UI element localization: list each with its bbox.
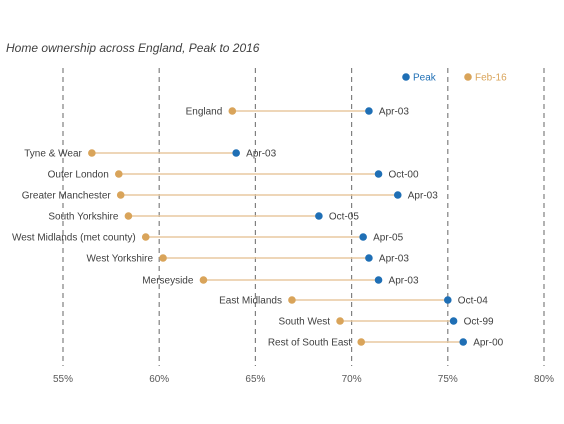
category-label: Greater Manchester	[22, 191, 112, 202]
peak-date-label: Oct-04	[458, 296, 488, 307]
peak-point	[374, 276, 383, 284]
peak-point	[449, 317, 458, 325]
category-label: South West	[279, 317, 331, 328]
peak-date-label: Oct-99	[464, 317, 494, 328]
peak-date-label: Apr-03	[379, 107, 409, 118]
x-tick-label: 60%	[149, 374, 169, 385]
x-tick-label: 55%	[53, 374, 73, 385]
feb16-point	[141, 233, 150, 241]
peak-point	[393, 191, 402, 199]
legend-marker	[464, 73, 472, 81]
gridlines	[62, 68, 545, 366]
peak-date-label: Apr-03	[379, 254, 409, 265]
category-label: Tyne & Wear	[24, 149, 82, 160]
data-rows: England Apr-03 Tyne & Wear Apr-03 Outer Lond…	[12, 107, 504, 349]
peak-point	[232, 149, 240, 157]
legend-label: Feb-16	[475, 73, 507, 84]
peak-date-label: Oct-00	[389, 170, 419, 181]
feb16-point	[336, 317, 344, 325]
feb16-point	[159, 254, 167, 262]
peak-date-label: Apr-03	[389, 276, 419, 287]
peak-date-label: Oct-05	[329, 212, 359, 223]
peak-date-label: Apr-03	[246, 149, 276, 160]
category-label: Merseyside	[142, 276, 194, 287]
feb16-point	[114, 170, 123, 178]
feb16-point	[288, 296, 296, 304]
feb16-point	[116, 191, 125, 199]
x-axis: 55% 60% 65% 70% 75% 80%	[53, 374, 554, 385]
peak-point	[444, 296, 452, 304]
peak-point	[365, 254, 373, 262]
category-label: South Yorkshire	[48, 212, 118, 223]
category-label: East Midlands	[219, 296, 282, 307]
chart-title: Home ownership across England, Peak to 2…	[6, 41, 260, 55]
feb16-point	[357, 338, 366, 346]
peak-point	[459, 338, 467, 346]
peak-point	[374, 170, 383, 178]
legend: Peak Feb-16	[402, 73, 507, 84]
category-label: Outer London	[48, 170, 109, 181]
x-tick-label: 80%	[534, 374, 554, 385]
feb16-point	[88, 149, 96, 157]
feb16-point	[124, 212, 133, 220]
peak-point	[365, 107, 373, 115]
feb16-point	[228, 107, 237, 115]
category-label: England	[186, 107, 223, 118]
legend-label: Peak	[413, 73, 437, 84]
feb16-point	[199, 276, 208, 284]
category-label: Rest of South East	[268, 338, 352, 349]
peak-date-label: Apr-03	[408, 191, 438, 202]
x-tick-label: 75%	[438, 374, 458, 385]
category-label: West Midlands (met county)	[12, 233, 136, 244]
peak-point	[315, 212, 323, 220]
x-tick-label: 65%	[245, 374, 265, 385]
peak-point	[359, 233, 367, 241]
peak-date-label: Apr-05	[373, 233, 403, 244]
legend-marker	[402, 73, 410, 81]
peak-date-label: Apr-00	[473, 338, 503, 349]
x-tick-label: 70%	[342, 374, 362, 385]
category-label: West Yorkshire	[87, 254, 154, 265]
